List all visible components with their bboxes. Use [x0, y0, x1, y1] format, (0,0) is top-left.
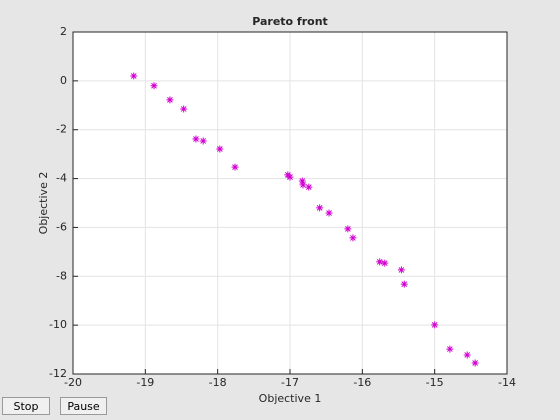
point [316, 204, 324, 212]
x-axis-label: Objective 1 [259, 392, 322, 405]
point [305, 183, 313, 191]
point [180, 105, 188, 113]
point [286, 173, 294, 181]
y-tick-label: -12 [49, 367, 67, 380]
y-tick-label: -10 [49, 318, 67, 331]
pause-button[interactable]: Pause [60, 397, 107, 415]
y-axis-label: Objective 2 [37, 172, 50, 235]
point [231, 163, 239, 171]
x-tick-label: -14 [498, 376, 516, 389]
y-tick-label: -6 [56, 220, 67, 233]
point [199, 137, 207, 145]
point [400, 280, 408, 288]
y-tick-label: -2 [56, 123, 67, 136]
y-tick-label: 0 [60, 74, 67, 87]
point [446, 345, 454, 353]
axes-box [72, 31, 508, 375]
y-tick-label: 2 [60, 25, 67, 38]
x-tick-label: -15 [426, 376, 444, 389]
x-tick-label: -20 [64, 376, 82, 389]
point [166, 96, 174, 104]
point [376, 258, 384, 266]
x-tick-label: -19 [136, 376, 154, 389]
point [216, 145, 224, 153]
point [463, 351, 471, 359]
point [471, 359, 479, 367]
point [150, 82, 158, 90]
point [325, 209, 333, 217]
x-tick-label: -17 [281, 376, 299, 389]
point [397, 266, 405, 274]
x-tick-label: -18 [209, 376, 227, 389]
point [130, 72, 138, 80]
y-tick-label: -8 [56, 269, 67, 282]
x-tick-label: -16 [353, 376, 371, 389]
y-tick-label: -4 [56, 172, 67, 185]
point [381, 259, 389, 267]
chart-title: Pareto front [252, 15, 328, 28]
point [192, 135, 200, 143]
stop-button[interactable]: Stop [2, 397, 50, 415]
point [344, 225, 352, 233]
point [431, 321, 439, 329]
point [298, 177, 306, 185]
point [299, 181, 307, 189]
point [349, 234, 357, 242]
